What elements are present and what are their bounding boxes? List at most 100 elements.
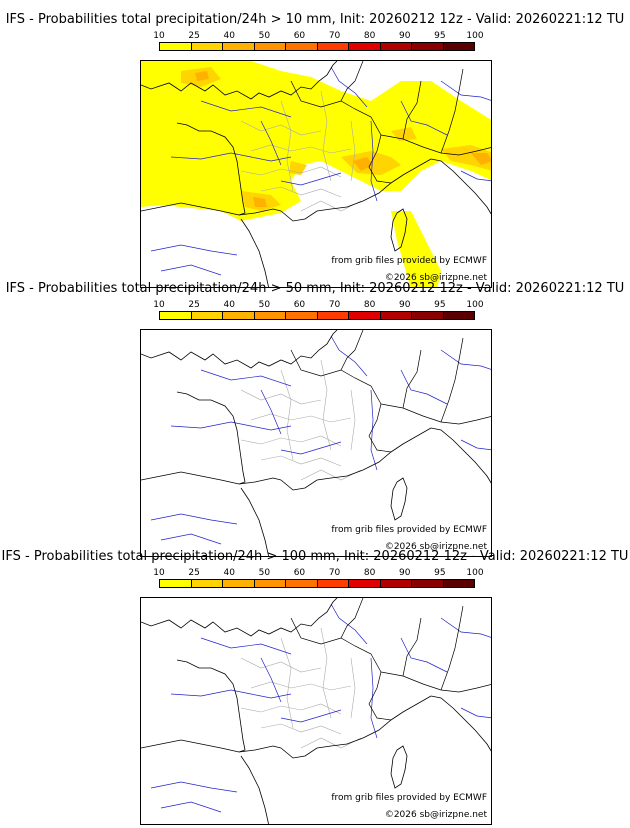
legend-tick-label: 25 bbox=[188, 568, 200, 578]
map-canvas bbox=[141, 598, 491, 824]
river-line bbox=[330, 66, 368, 108]
region-boundary bbox=[250, 413, 352, 423]
river-line bbox=[440, 349, 491, 370]
precipitation-area bbox=[391, 211, 441, 287]
legend-tick-label: 95 bbox=[434, 31, 446, 41]
river-line bbox=[280, 441, 342, 455]
coastline bbox=[280, 427, 432, 491]
country-border bbox=[440, 337, 464, 423]
river-line bbox=[150, 781, 238, 793]
region-boundary bbox=[240, 389, 322, 405]
legend-tick-label: 70 bbox=[328, 300, 341, 310]
legend-tick-label: 100 bbox=[466, 568, 484, 578]
copyright-credit: ©2026 sb@irizpne.net bbox=[384, 810, 487, 820]
legend-tick-label: 70 bbox=[328, 568, 341, 578]
probability-legend: 10 25 40 50 60 70 80 90 95 100 bbox=[153, 300, 484, 322]
coastline bbox=[176, 659, 246, 753]
legend-labels: 10 25 40 50 60 70 80 90 95 100 bbox=[153, 568, 483, 578]
river-line bbox=[400, 369, 448, 405]
legend-swatch bbox=[412, 580, 444, 587]
legend-colorbar bbox=[159, 42, 475, 51]
country-border bbox=[238, 745, 282, 753]
coastline bbox=[141, 598, 338, 637]
legend-tick-label: 60 bbox=[293, 31, 306, 41]
precipitation-area bbox=[441, 145, 491, 171]
legend-swatch bbox=[412, 43, 444, 50]
legend-tick-label: 50 bbox=[258, 31, 271, 41]
country-border bbox=[402, 349, 422, 409]
legend-tick-label: 10 bbox=[153, 568, 165, 578]
legend-tick-label: 40 bbox=[223, 568, 235, 578]
region-boundary bbox=[350, 657, 356, 719]
country-border bbox=[290, 617, 392, 721]
legend-swatch bbox=[380, 312, 412, 319]
precipitation-map: from grib files provided by ECMWF ©2026 … bbox=[140, 329, 492, 557]
corsica-coastline bbox=[390, 208, 408, 252]
coastline bbox=[280, 695, 432, 759]
legend-labels: 10 25 40 50 60 70 80 90 95 100 bbox=[153, 300, 483, 310]
river-line bbox=[460, 170, 491, 182]
country-border bbox=[238, 477, 282, 485]
region-boundary bbox=[280, 100, 294, 192]
legend-swatch bbox=[191, 43, 223, 50]
source-credit: from grib files provided by ECMWF bbox=[331, 256, 487, 266]
precipitation-area bbox=[141, 61, 491, 221]
coastline bbox=[430, 158, 491, 215]
panel-100mm: IFS - Probabilities total precipitation/… bbox=[0, 549, 630, 825]
region-boundary bbox=[280, 369, 294, 461]
legend-tick-label: 70 bbox=[328, 31, 341, 41]
river-line bbox=[150, 244, 238, 256]
country-border bbox=[440, 68, 464, 154]
precipitation-area bbox=[471, 153, 491, 165]
country-border bbox=[402, 80, 422, 140]
region-boundary bbox=[280, 637, 294, 729]
corsica-coastline bbox=[390, 477, 408, 521]
river-line bbox=[280, 172, 342, 186]
legend-swatch bbox=[223, 43, 255, 50]
legend-swatch bbox=[286, 580, 318, 587]
map-canvas bbox=[141, 61, 491, 287]
coastline bbox=[141, 739, 269, 824]
river-line bbox=[170, 152, 292, 162]
river-line bbox=[440, 617, 491, 638]
legend-tick-label: 95 bbox=[434, 300, 446, 310]
country-border bbox=[340, 61, 364, 102]
legend-swatch bbox=[286, 43, 318, 50]
legend-tick-label: 25 bbox=[188, 31, 200, 41]
river-line bbox=[280, 709, 342, 723]
legend-swatch bbox=[317, 43, 349, 50]
coastline bbox=[430, 695, 491, 752]
coastline bbox=[280, 158, 432, 222]
legend-swatch bbox=[317, 312, 349, 319]
panel-title: IFS - Probabilities total precipitation/… bbox=[5, 12, 625, 27]
coastline bbox=[430, 427, 491, 484]
source-credit: from grib files provided by ECMWF bbox=[331, 525, 487, 535]
legend-tick-label: 100 bbox=[466, 31, 484, 41]
legend-tick-label: 60 bbox=[293, 300, 306, 310]
copyright-credit: ©2026 sb@irizpne.net bbox=[384, 542, 487, 552]
legend-tick-label: 40 bbox=[223, 31, 235, 41]
coastline bbox=[141, 471, 269, 556]
legend-swatch bbox=[349, 312, 381, 319]
river-line bbox=[160, 533, 222, 545]
legend-tick-label: 50 bbox=[258, 568, 271, 578]
legend-tick-label: 10 bbox=[153, 31, 165, 41]
coastline bbox=[141, 202, 269, 287]
country-border bbox=[290, 349, 392, 453]
legend-swatch bbox=[254, 312, 286, 319]
legend-swatch bbox=[254, 580, 286, 587]
map-canvas bbox=[141, 330, 491, 556]
legend-swatch bbox=[380, 43, 412, 50]
precipitation-area bbox=[253, 197, 267, 207]
legend-tick-label: 95 bbox=[434, 568, 446, 578]
legend-swatch bbox=[380, 580, 412, 587]
coastline bbox=[141, 61, 338, 100]
river-line bbox=[200, 369, 292, 387]
river-line bbox=[170, 689, 292, 699]
precipitation-map: from grib files provided by ECMWF ©2026 … bbox=[140, 60, 492, 288]
river-line bbox=[370, 120, 378, 202]
region-boundary bbox=[350, 389, 356, 451]
legend-swatch bbox=[254, 43, 286, 50]
river-line bbox=[260, 657, 282, 703]
legend-tick-label: 90 bbox=[399, 568, 411, 578]
